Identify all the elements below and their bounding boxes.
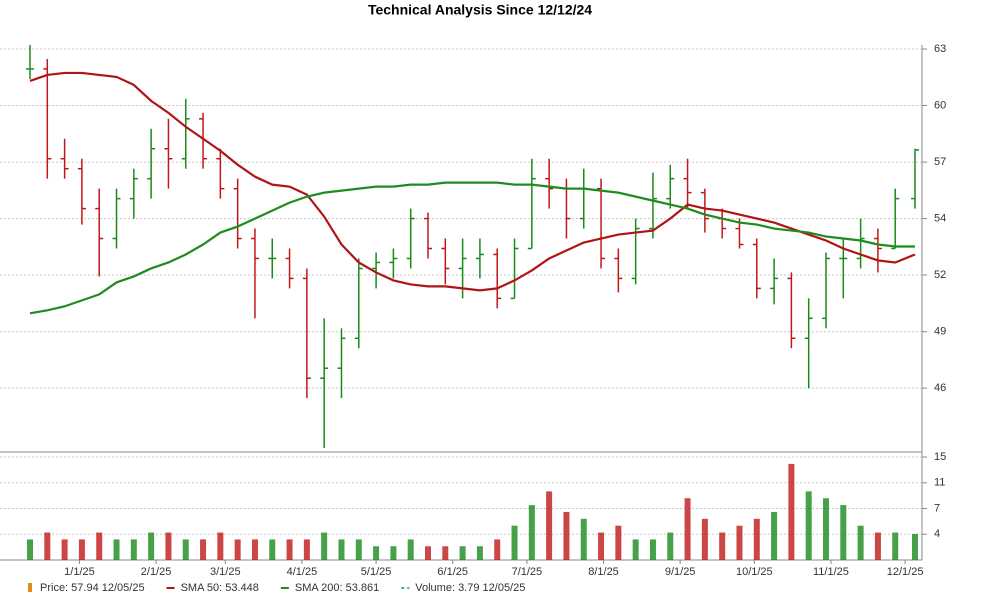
volume-bar (736, 525, 743, 560)
volume-bar (892, 532, 899, 560)
x-tick-label: 4/1/25 (287, 566, 318, 578)
sma-line (29, 181, 915, 315)
volume-bar (753, 518, 760, 560)
x-tick-label: 2/1/25 (141, 566, 172, 578)
volume-bar (546, 491, 553, 560)
volume-bar (425, 546, 432, 560)
volume-bar (303, 539, 310, 560)
y-tick-label: 60 (934, 99, 946, 111)
volume-bar (321, 532, 328, 560)
volume-bar (563, 511, 570, 560)
volume-bar (182, 539, 189, 560)
volume-bar (61, 539, 68, 560)
x-tick-label: 10/1/25 (736, 566, 773, 578)
volume-bar (130, 539, 137, 560)
x-tick-label: 1/1/25 (64, 566, 95, 578)
volume-bar (27, 539, 33, 560)
volume-bar (390, 546, 397, 560)
y-tick-label: 57 (934, 156, 946, 168)
x-tick-label: 7/1/25 (512, 566, 543, 578)
volume-bar (96, 532, 103, 560)
volume-bar (649, 539, 656, 560)
volume-bar (840, 505, 847, 560)
volume-bar (113, 539, 120, 560)
volume-bar (165, 532, 172, 560)
volume-bar (355, 539, 362, 560)
volume-bar (78, 539, 85, 560)
volume-bar (494, 539, 501, 560)
sma-line (29, 71, 916, 292)
volume-bar (632, 539, 639, 560)
volume-bar (598, 532, 605, 560)
volume-bar (874, 532, 881, 560)
legend-label: SMA 200: 53.861 (295, 582, 379, 594)
volume-bar (805, 491, 812, 560)
volume-bar (269, 539, 276, 560)
y-tick-label: 63 (934, 43, 946, 55)
legend-label: SMA 50: 53.448 (181, 582, 259, 594)
chart-title: Technical Analysis Since 12/12/24 (368, 2, 592, 18)
x-tick-label: 11/1/25 (813, 566, 849, 578)
volume-bar (788, 463, 795, 560)
volume-bar (148, 532, 155, 560)
volume-bar (615, 525, 622, 560)
y-tick-label: 52 (934, 269, 946, 281)
y-tick-label: 15 (934, 451, 946, 463)
volume-bar (476, 546, 483, 560)
volume-bar (580, 518, 587, 560)
legend-label: Price: 57.94 12/05/25 (40, 582, 145, 594)
volume-bar (511, 525, 518, 560)
volume-bar (442, 546, 449, 560)
volume-bar (823, 498, 830, 560)
y-tick-label: 11 (934, 477, 945, 489)
volume-bar (684, 498, 691, 560)
y-tick-label: 7 (934, 502, 940, 514)
y-tick-label: 49 (934, 326, 946, 338)
x-tick-label: 3/1/25 (210, 566, 241, 578)
volume-bar (912, 533, 918, 560)
x-tick-label: 5/1/25 (361, 566, 392, 578)
volume-bar (407, 539, 414, 560)
volume-bar (234, 539, 241, 560)
volume-bar (373, 546, 380, 560)
volume-bar (217, 532, 224, 560)
volume-bar (719, 532, 726, 560)
x-tick-label: 6/1/25 (437, 566, 468, 578)
volume-bar (857, 525, 864, 560)
y-tick-label: 4 (934, 528, 940, 540)
volume-bar (200, 539, 207, 560)
legend-label: Volume: 3.79 12/05/25 (415, 582, 525, 594)
volume-bar (528, 505, 535, 560)
volume-bar (44, 532, 51, 560)
volume-bar (701, 518, 708, 560)
volume-bar (459, 546, 466, 560)
legend-marker (28, 583, 32, 592)
volume-bar (667, 532, 674, 560)
x-tick-label: 9/1/25 (665, 566, 696, 578)
volume-bar (251, 539, 258, 560)
volume-bar (286, 539, 293, 560)
x-tick-label: 12/1/25 (887, 566, 924, 578)
volume-bar (771, 511, 778, 560)
y-tick-label: 46 (934, 382, 946, 394)
volume-bar (338, 539, 345, 560)
x-tick-label: 8/1/25 (588, 566, 619, 578)
y-tick-label: 54 (934, 212, 946, 224)
